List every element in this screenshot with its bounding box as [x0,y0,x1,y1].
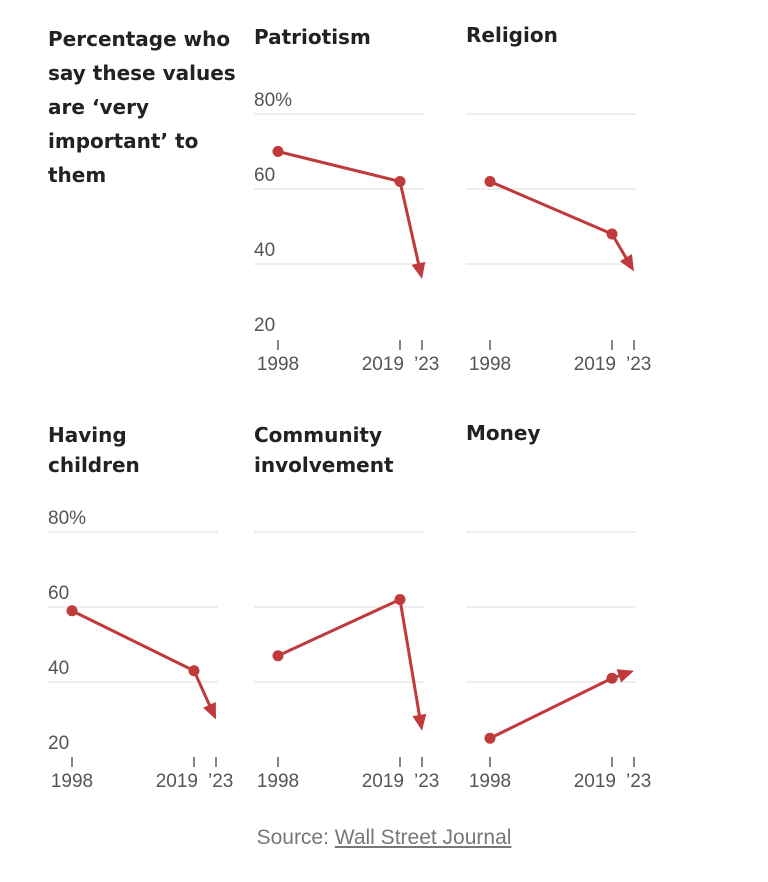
x-tick-label: 1998 [469,354,511,375]
x-tick-label: ’23 [626,771,651,792]
chart-title: Patriotism [254,25,371,49]
chart-title: Religion [466,23,558,47]
data-point [66,605,78,617]
y-tick-label: 60 [48,583,69,604]
x-tick-label: 2019 [156,771,198,792]
x-tick-label: 1998 [257,354,299,375]
x-tick-label: 2019 [362,771,404,792]
source-link[interactable]: Wall Street Journal [334,826,512,849]
y-tick-label: 20 [48,733,69,754]
x-tick-label: ’23 [414,354,439,375]
x-tick-label: ’23 [414,771,439,792]
trend-arrowhead [412,713,427,731]
chart-title: children [48,453,140,477]
data-point [606,672,618,684]
data-point [394,176,406,187]
chart-title: Money [466,421,540,445]
x-tick-label: 1998 [469,771,511,792]
data-point [484,732,496,744]
trend-arrowhead [619,254,634,272]
source-label: Source: [256,826,329,849]
chart-title: involvement [254,453,394,477]
data-point [188,665,200,677]
series-line [489,673,622,740]
chart-intro-text: Percentage who say these values are ‘ver… [48,27,236,187]
data-point [394,594,406,605]
y-tick-label: 80% [48,508,86,529]
series-line [277,598,422,718]
series-line [277,150,421,266]
data-point [272,650,284,662]
x-tick-label: ’23 [208,771,233,792]
data-point [484,176,496,187]
data-point [606,228,618,240]
x-tick-label: 2019 [574,354,616,375]
y-tick-label: 40 [254,240,275,261]
y-tick-label: 80% [254,90,292,111]
series-line [489,180,629,261]
x-tick-label: ’23 [626,354,651,375]
x-tick-label: 1998 [257,771,299,792]
series-line [71,609,212,708]
x-tick-label: 2019 [574,771,616,792]
y-tick-label: 60 [254,165,275,186]
x-tick-label: 2019 [362,354,404,375]
trend-arrowhead [616,669,634,683]
chart-title: Community [254,423,382,447]
x-tick-label: 1998 [51,771,93,792]
data-point [272,146,284,157]
source-note: Source: Wall Street Journal [0,826,768,850]
trend-arrowhead [411,261,426,279]
chart-title: Having [48,423,127,447]
y-tick-label: 20 [254,315,275,336]
trend-arrowhead [203,702,216,720]
y-tick-label: 40 [48,658,69,679]
